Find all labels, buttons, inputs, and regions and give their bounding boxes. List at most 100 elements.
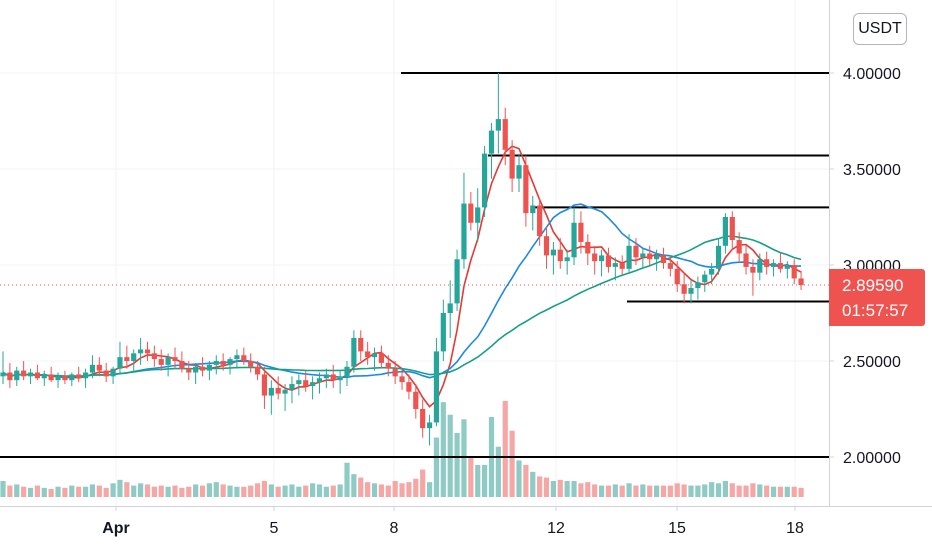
volume-bar: [592, 484, 598, 497]
candle: [282, 384, 288, 411]
volume-bar: [41, 487, 47, 497]
candle: [144, 341, 151, 361]
candle: [14, 366, 20, 386]
volume-bar: [557, 479, 563, 497]
volume-bar: [82, 486, 89, 497]
last-price-value: 2.89590: [842, 275, 904, 295]
candle-body: [371, 353, 378, 358]
candle-body: [303, 380, 309, 386]
volume-bar: [495, 446, 501, 497]
candle: [248, 353, 254, 373]
candle: [461, 172, 467, 269]
volume-bar: [344, 462, 350, 497]
volume-bar: [695, 485, 701, 497]
volume-bar: [371, 483, 378, 497]
candle: [296, 374, 302, 396]
volume-bar: [34, 485, 40, 497]
candle-body: [722, 217, 728, 246]
horizontal-levels[interactable]: [0, 72, 829, 458]
candle-body: [667, 263, 673, 269]
candle-body: [117, 357, 123, 369]
volume-bar: [433, 437, 440, 497]
volume-bar: [530, 471, 536, 497]
candle: [399, 368, 405, 390]
candle: [564, 249, 570, 275]
volume-bar: [89, 484, 96, 497]
candle: [743, 245, 749, 275]
candle-body: [516, 165, 522, 179]
candle: [34, 364, 40, 381]
volume-bar: [96, 485, 102, 497]
candle-body: [482, 153, 488, 208]
candle: [275, 376, 281, 400]
candle: [667, 255, 673, 277]
grid: [0, 0, 829, 506]
candle: [41, 370, 47, 386]
candle: [55, 372, 61, 388]
candle-body: [488, 130, 495, 154]
candle-body: [296, 380, 302, 385]
volume-bar: [660, 485, 667, 497]
volume-bar: [323, 486, 329, 497]
candle: [495, 73, 501, 154]
candle-body: [289, 384, 295, 390]
candle: [27, 368, 34, 385]
volume-bar: [564, 481, 570, 497]
candle-body: [729, 217, 735, 241]
candle: [454, 249, 460, 312]
candle: [640, 247, 646, 269]
volume-bar: [27, 487, 34, 497]
candle-body: [537, 205, 543, 237]
volume-bar: [268, 484, 274, 497]
volume-bar: [578, 483, 584, 497]
volume-bar: [523, 465, 529, 497]
candle-body: [784, 265, 790, 269]
candle: [234, 349, 240, 369]
volume-bar: [674, 483, 680, 497]
volume-bar: [227, 485, 233, 497]
ma-long-line: [2, 235, 802, 378]
candle-body: [227, 359, 233, 365]
volume-bar: [62, 487, 68, 497]
x-tick-label: 12: [547, 520, 565, 537]
candle-body: [750, 266, 756, 273]
candle: [791, 259, 797, 285]
candle-body: [310, 382, 316, 386]
candle-body: [76, 374, 82, 379]
candle-body: [124, 357, 130, 361]
candle-body: [743, 253, 749, 267]
candle: [151, 345, 157, 367]
candle: [186, 361, 192, 381]
candle: [48, 366, 54, 383]
candle-body: [440, 313, 446, 352]
volume-bar: [667, 485, 673, 497]
candle: [303, 370, 309, 392]
volume-bar: [688, 485, 694, 497]
candle-body: [543, 236, 550, 256]
candle: [729, 211, 735, 250]
candle-body: [282, 389, 288, 394]
volume-bar: [406, 482, 412, 497]
volume-bar: [282, 485, 288, 497]
currency-badge[interactable]: USDT: [853, 13, 907, 45]
volume-bar: [220, 484, 226, 497]
candle: [158, 349, 164, 371]
candle: [261, 366, 268, 409]
candle-body: [681, 284, 687, 294]
volume-bar: [702, 484, 708, 497]
volume-bar: [165, 486, 171, 497]
candle: [62, 370, 68, 385]
candle-body: [206, 364, 212, 371]
candle: [543, 226, 550, 269]
volume-bar: [316, 484, 323, 497]
volume-bar: [310, 483, 316, 497]
candle-body: [392, 368, 398, 377]
candle: [482, 145, 488, 217]
candle: [426, 414, 433, 446]
volume-bar: [640, 484, 646, 497]
candle-body: [550, 249, 556, 256]
candle: [550, 241, 556, 275]
last-price-tag: 2.89590 01:57:57: [829, 269, 925, 326]
volume-bar: [206, 483, 212, 497]
